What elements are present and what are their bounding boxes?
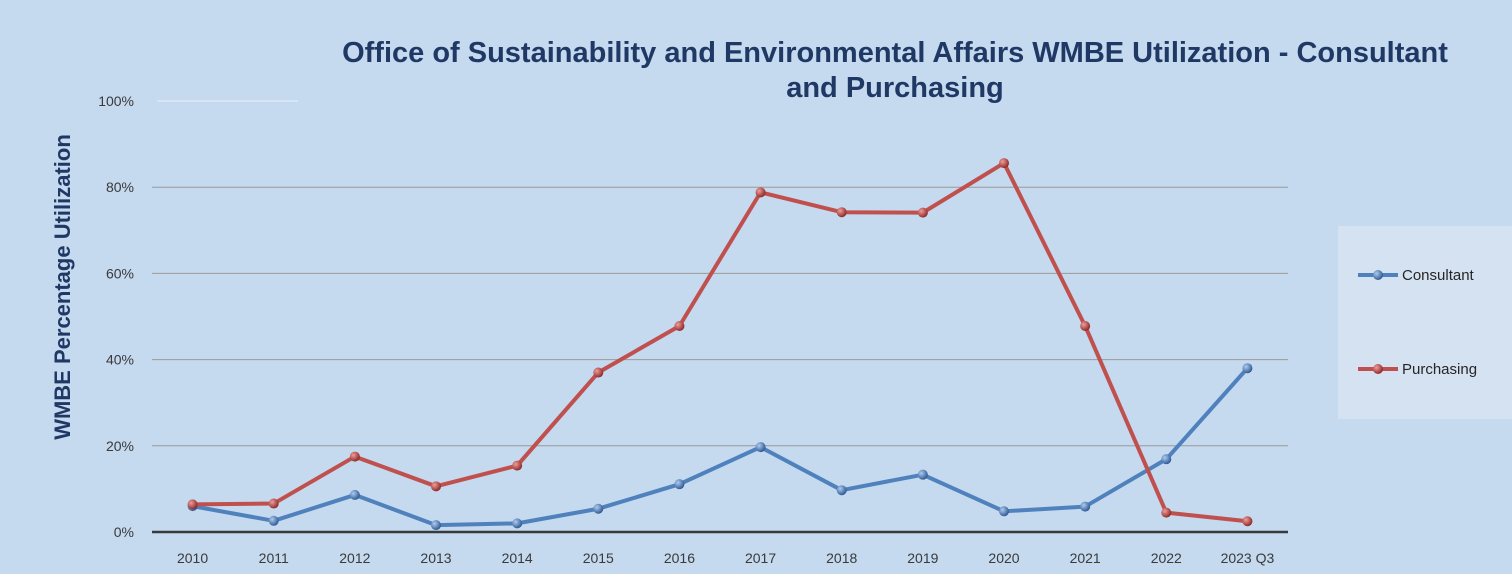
chart-title-line-2: and Purchasing bbox=[786, 72, 1004, 104]
legend-swatch-marker bbox=[1373, 364, 1383, 374]
data-point bbox=[999, 506, 1009, 517]
y-tick-label: 80% bbox=[106, 179, 134, 195]
data-point bbox=[1161, 454, 1172, 465]
series-line bbox=[190, 366, 1250, 528]
x-tick-label: 2010 bbox=[177, 550, 208, 566]
x-tick-label: 2019 bbox=[907, 550, 938, 566]
x-tick-label: 2017 bbox=[745, 550, 776, 566]
legend-label: Consultant bbox=[1402, 267, 1475, 284]
series-purchasing bbox=[187, 158, 1253, 527]
x-tick-label: 2015 bbox=[583, 550, 614, 566]
data-point bbox=[1242, 363, 1253, 374]
data-point bbox=[512, 518, 523, 529]
series-line bbox=[190, 161, 1250, 524]
data-point bbox=[1080, 320, 1091, 331]
x-tick-label: 2023 Q3 bbox=[1221, 550, 1275, 566]
data-point bbox=[268, 515, 279, 526]
legend-label: Purchasing bbox=[1402, 361, 1477, 378]
x-tick-label: 2013 bbox=[420, 550, 451, 566]
data-point bbox=[755, 442, 766, 453]
x-tick-label: 2018 bbox=[826, 550, 857, 566]
x-tick-label: 2011 bbox=[259, 550, 289, 566]
data-point bbox=[755, 187, 766, 198]
data-point bbox=[999, 158, 1009, 169]
y-axis-ticks: 0% 20% 40% 60% 80% 100% bbox=[98, 93, 134, 540]
x-tick-label: 2016 bbox=[664, 550, 695, 566]
chart-title-line-1: Office of Sustainability and Environment… bbox=[342, 37, 1448, 69]
series-layer bbox=[187, 158, 1253, 531]
data-point bbox=[187, 499, 198, 510]
data-point bbox=[593, 503, 604, 514]
x-tick-label: 2014 bbox=[502, 550, 533, 566]
y-axis-label: WMBE Percentage Utilization bbox=[50, 134, 75, 440]
data-point bbox=[1161, 507, 1172, 518]
y-tick-label: 100% bbox=[98, 93, 134, 109]
data-point bbox=[674, 479, 685, 490]
data-point bbox=[1080, 501, 1091, 512]
data-point bbox=[431, 481, 441, 492]
data-point bbox=[512, 460, 523, 471]
data-point bbox=[349, 489, 360, 500]
data-point bbox=[349, 451, 360, 462]
data-point bbox=[431, 520, 441, 531]
y-tick-label: 0% bbox=[114, 524, 134, 540]
x-tick-label: 2021 bbox=[1070, 550, 1101, 566]
data-point bbox=[836, 485, 847, 496]
x-tick-label: 2012 bbox=[339, 550, 370, 566]
y-tick-label: 40% bbox=[106, 352, 134, 368]
x-tick-label: 2020 bbox=[988, 550, 1019, 566]
x-tick-label: 2022 bbox=[1151, 550, 1182, 566]
data-point bbox=[674, 320, 685, 331]
data-point bbox=[593, 367, 604, 378]
x-axis-ticks: 2010 2011 2012 2013 2014 2015 2016 2017 2018 2019… bbox=[177, 550, 1274, 566]
y-tick-label: 60% bbox=[106, 265, 134, 281]
data-point bbox=[268, 498, 279, 509]
data-point bbox=[1242, 516, 1253, 527]
legend-swatch-marker bbox=[1373, 270, 1383, 280]
data-point bbox=[836, 207, 847, 218]
legend: Consultant Purchasing bbox=[1338, 226, 1512, 419]
legend-box bbox=[1338, 226, 1512, 419]
legend-item-purchasing: Purchasing bbox=[1358, 361, 1477, 378]
data-point bbox=[917, 207, 928, 218]
y-tick-label: 20% bbox=[106, 438, 134, 454]
legend-item-consultant: Consultant bbox=[1358, 267, 1475, 284]
gridlines bbox=[152, 100, 1288, 534]
data-point bbox=[917, 469, 928, 480]
